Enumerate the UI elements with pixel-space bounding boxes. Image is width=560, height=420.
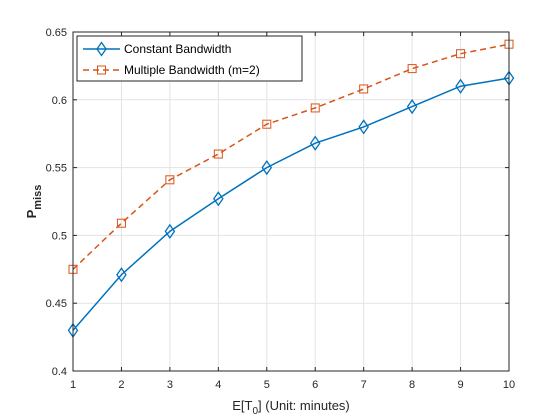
y-axis-label-main: P [24, 209, 39, 218]
x-axis-label-subscript: 0 [252, 406, 258, 417]
series-line [72, 43, 510, 270]
legend-label: Multiple Bandwidth (m=2) [124, 63, 260, 77]
y-tick-label: 0.45 [46, 298, 67, 310]
data-point [310, 103, 320, 113]
data-point [407, 64, 417, 74]
data-point [116, 267, 127, 283]
x-axis-label-main: E[T [232, 398, 252, 413]
y-tick-label: 0.65 [46, 27, 67, 39]
x-tick-label: 8 [409, 379, 415, 391]
y-tick-label: 0.5 [52, 230, 67, 242]
data-point [309, 135, 321, 151]
legend-marker [96, 41, 107, 57]
data-point [116, 218, 126, 228]
legend: Constant Bandwidth Multiple Bandwidth (m=… [76, 35, 303, 82]
data-point [359, 84, 369, 94]
x-tick-label: 10 [503, 379, 515, 391]
data-point [165, 175, 175, 185]
data-point [455, 78, 466, 94]
y-tick-label: 0.6 [52, 95, 67, 107]
ticks: 1 2 3 4 5 6 7 8 9 10 0.4 0.45 0.5 0.55 0.6 0.65 [46, 27, 516, 391]
x-tick-label: 6 [312, 379, 318, 391]
data-point [261, 159, 273, 176]
series-2 [68, 39, 514, 274]
x-tick-label: 3 [167, 379, 173, 391]
legend-item: Constant Bandwidth [83, 41, 231, 57]
x-tick-label: 2 [118, 379, 124, 391]
data-point [213, 149, 223, 159]
series-1 [67, 70, 515, 338]
data-point [213, 191, 224, 207]
legend-box [76, 35, 303, 82]
data-point [358, 119, 369, 135]
x-tick-label: 4 [215, 379, 221, 391]
legend-item: Multiple Bandwidth (m=2) [83, 63, 260, 77]
plot-area [73, 32, 509, 371]
series-line [72, 77, 510, 331]
y-axis-label-subscript: miss [32, 185, 44, 210]
x-axis-label: E[T0] (Unit: minutes) [232, 398, 350, 417]
y-tick-label: 0.55 [46, 163, 67, 175]
axes-box [72, 31, 510, 372]
series-layer [67, 39, 515, 338]
x-tick-label: 1 [70, 379, 76, 391]
x-tick-label: 9 [457, 379, 463, 391]
data-point [262, 119, 272, 129]
data-point [406, 98, 418, 115]
legend-label: Constant Bandwidth [124, 42, 231, 56]
legend-marker [97, 65, 106, 75]
x-axis-label-tail: ] (Unit: minutes) [258, 398, 350, 413]
y-tick-label: 0.4 [52, 366, 67, 378]
data-point [164, 223, 176, 239]
data-point [456, 49, 466, 59]
y-axis-label: Pmiss [24, 185, 44, 219]
x-tick-label: 5 [264, 379, 270, 391]
x-tick-label: 7 [361, 379, 367, 391]
